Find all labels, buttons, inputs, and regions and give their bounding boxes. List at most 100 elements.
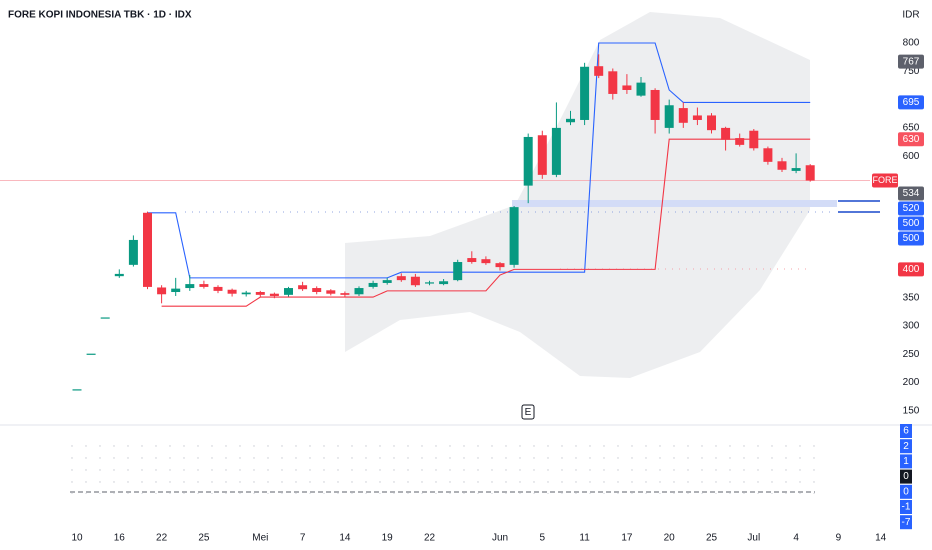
candle-body — [453, 262, 463, 281]
candle-body — [495, 263, 505, 268]
price-badge — [898, 186, 924, 201]
x-tick-label: 25 — [198, 533, 210, 544]
indicator-badge — [900, 484, 912, 499]
price-badge-label: 767 — [903, 56, 920, 67]
candle-body — [410, 276, 420, 286]
y-tick-label: 600 — [903, 151, 920, 162]
candle-body — [199, 284, 209, 287]
candle-body — [721, 127, 731, 140]
indicator-badge-label: 0 — [903, 471, 909, 482]
candle-body — [481, 259, 491, 264]
candle-body — [439, 281, 449, 285]
indicator-badge — [900, 424, 912, 438]
candle-body — [622, 85, 632, 90]
candle-body — [537, 135, 547, 175]
x-tick-label: 9 — [836, 533, 842, 544]
x-tick-label: 16 — [114, 533, 126, 544]
candle-body — [241, 292, 251, 295]
indicator-dots — [70, 438, 815, 494]
y-tick-label: 250 — [903, 349, 920, 360]
candle-body — [763, 148, 773, 162]
indicator-badge-label: 0 — [903, 486, 909, 497]
candle-body — [509, 207, 519, 265]
x-tick-label: 10 — [71, 533, 83, 544]
indicator-badge-label: 1 — [903, 456, 909, 467]
earnings-marker[interactable]: E — [525, 407, 532, 418]
price-badge-label: 630 — [903, 134, 920, 145]
candle-body — [636, 82, 646, 96]
candle-body — [566, 118, 575, 123]
y-tick-label: 800 — [903, 38, 920, 49]
candle-body — [185, 284, 195, 289]
price-badge-label: 520 — [903, 203, 920, 214]
x-tick-label: 11 — [579, 533, 590, 544]
x-tick-label: 20 — [664, 533, 676, 544]
symbol-badge — [872, 173, 898, 188]
price-badge — [898, 262, 924, 277]
x-tick-label: 17 — [621, 533, 633, 544]
candle-body — [100, 317, 110, 319]
indicator-badge-label: -1 — [902, 502, 911, 513]
candle-body — [227, 289, 237, 294]
x-tick-label: 22 — [424, 533, 436, 544]
price-badge-label: 695 — [903, 97, 920, 108]
chart-title: FORE KOPI INDONESIA TBK · 1D · IDX — [8, 10, 192, 21]
price-badge-label: 500 — [903, 233, 920, 244]
candle-body — [777, 161, 787, 170]
candle-body — [523, 136, 533, 186]
indicator-badge-label: 2 — [903, 441, 909, 452]
upper-band — [147, 42, 811, 279]
x-tick-label: 25 — [706, 533, 718, 544]
candle-body — [650, 89, 660, 120]
candle-body — [707, 115, 716, 131]
y-tick-label: 300 — [903, 321, 920, 332]
candle-body — [114, 273, 124, 277]
y-tick-label: 650 — [903, 123, 920, 134]
candle-body — [255, 292, 265, 295]
level-highlight — [512, 200, 837, 207]
candle-body — [143, 212, 152, 287]
candle-body — [396, 276, 406, 281]
price-badge — [898, 54, 924, 69]
x-tick-label: 19 — [382, 533, 394, 544]
x-tick-label: 7 — [300, 533, 306, 544]
y-tick-label: 150 — [903, 405, 920, 416]
y-tick-label: 200 — [903, 377, 920, 388]
x-tick-label: 14 — [875, 533, 887, 544]
candle-body — [425, 282, 434, 284]
candle-body — [735, 138, 745, 145]
candle-body — [157, 287, 167, 295]
price-badge-label: 400 — [903, 264, 920, 275]
candle-body — [213, 286, 223, 291]
indicator-badge-label: 6 — [903, 426, 909, 437]
price-badge-label: 534 — [903, 188, 920, 199]
indicator-badge — [900, 454, 912, 469]
candle-body — [312, 288, 322, 293]
candle-body — [382, 280, 392, 283]
candle-body — [551, 127, 561, 175]
x-tick-label: 22 — [156, 533, 168, 544]
candle-body — [171, 288, 181, 293]
candle-body — [326, 290, 336, 294]
candle-body — [269, 293, 279, 296]
price-badge — [898, 216, 924, 231]
candle-body — [368, 282, 378, 287]
candle-body — [664, 105, 674, 128]
currency: IDR — [902, 10, 919, 21]
candle-body — [594, 66, 604, 76]
earnings-box[interactable] — [521, 404, 535, 420]
indicator-badge-label: -7 — [902, 517, 911, 528]
candle-body — [580, 66, 590, 120]
lower-band — [161, 138, 811, 307]
candle-body — [678, 108, 688, 123]
x-tick-label: 5 — [540, 533, 546, 544]
x-tick-label: Mei — [252, 533, 268, 544]
x-tick-label: Jun — [492, 533, 508, 544]
symbol-badge-label: FORE — [872, 175, 897, 185]
candle-body — [467, 258, 477, 263]
candle-body — [354, 288, 364, 295]
x-tick-label: 14 — [339, 533, 351, 544]
forecast-cloud — [345, 12, 810, 378]
candle-body — [791, 168, 801, 171]
